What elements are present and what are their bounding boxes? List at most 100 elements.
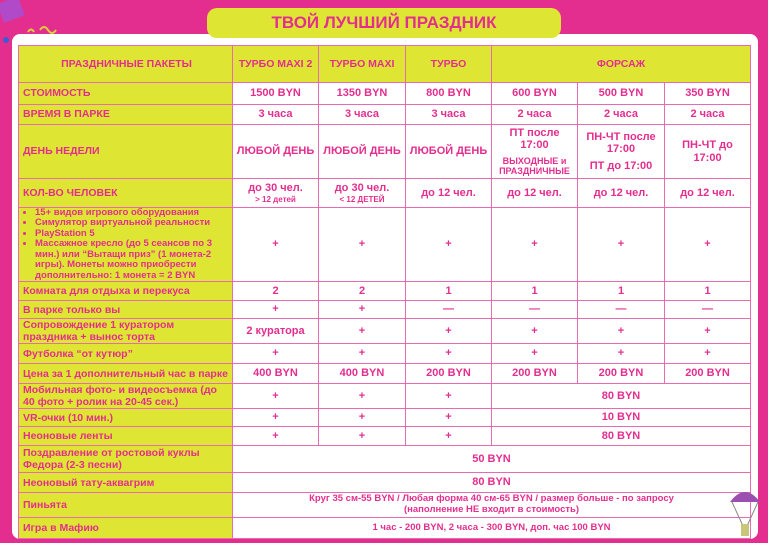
cell: +	[491, 318, 578, 345]
row-mafia: Игра в Мафию 1 час - 200 BYN, 2 часа - 3…	[18, 517, 752, 540]
cell: ПН-ЧТ до 17:00	[663, 124, 752, 179]
cell-main: ПН-ЧТ после 17:00	[586, 130, 656, 156]
cell: +	[577, 318, 665, 345]
row-neon: Неоновые ленты + + +80 BYN	[18, 426, 752, 447]
cell: +	[405, 426, 492, 447]
cell: 1	[663, 281, 752, 302]
cell: ЛЮБОЙ ДЕНЬ	[318, 124, 406, 179]
cell: +	[577, 206, 665, 283]
row-vr: VR-очки (10 мин.) + + +10 BYN	[18, 408, 752, 428]
cell: +	[318, 318, 406, 345]
cell: +	[577, 343, 665, 365]
feature-item: Массажное кресло (до 5 сеансов по 3 мин.…	[35, 239, 230, 281]
cell: ПН-ЧТ после 17:00 ПТ до 17:00	[577, 124, 665, 179]
cell: 800 BYN	[405, 82, 492, 105]
cell: 2 куратора	[232, 318, 319, 345]
cell: +	[318, 426, 406, 447]
cell: до 12 чел.	[577, 178, 665, 208]
row-label: VR-очки (10 мин.)	[18, 408, 233, 428]
cell: 3 часа	[318, 104, 406, 125]
col-turbo-maxi: ТУРБО MAXI	[318, 45, 406, 83]
cell: 80 BYN	[231, 472, 752, 494]
row-label: Комната для отдыха и перекуса	[18, 281, 233, 302]
cell: +	[405, 318, 492, 345]
row-features: 15+ видов игрового оборудования Симулято…	[18, 206, 752, 283]
cell: 400 BYN	[232, 363, 319, 385]
party-popper-decoration-icon	[0, 0, 57, 43]
cell: 200 BYN	[663, 363, 752, 385]
cell: ЛЮБОЙ ДЕНЬ	[405, 124, 492, 179]
cell: +	[405, 383, 492, 410]
cell-main: до 30 чел.	[334, 182, 390, 195]
col-turbo: ТУРБО	[405, 45, 492, 83]
cell: ПТ после 17:00 ВЫХОДНЫЕ и ПРАЗДНИЧНЫЕ	[491, 124, 578, 179]
row-label: Неоновые ленты	[18, 426, 233, 447]
row-label: Игра в Мафию	[18, 517, 233, 540]
row-label: ДЕНЬ НЕДЕЛИ	[18, 124, 233, 179]
row-extra-hour: Цена за 1 дополнительный час в парке 400…	[18, 363, 752, 385]
cell: +	[232, 206, 319, 283]
cell: +	[232, 300, 319, 320]
cell-main: Круг 35 см-55 BYN / Любая форма 40 см-65…	[309, 493, 674, 505]
cell-sub: < 12 ДЕТЕЙ	[339, 194, 385, 204]
price-table: ПРАЗДНИЧНЫЕ ПАКЕТЫ ТУРБО MAXI 2 ТУРБО MA…	[18, 45, 752, 540]
row-curator: Сопровождение 1 куратором праздника + вы…	[18, 318, 752, 345]
row-label: Мобильная фото- и видеосъемка (до 40 фот…	[18, 383, 233, 410]
row-tshirt: Футболка “от кутюр” + + + + + +	[18, 343, 752, 365]
cell-note: (наполнение НЕ входит в стоимость)	[403, 504, 580, 516]
cell: 600 BYN	[491, 82, 578, 105]
cell: 1350 BYN	[318, 82, 406, 105]
row-label: Сопровождение 1 куратором праздника + вы…	[18, 318, 233, 345]
cell: 1500 BYN	[232, 82, 319, 105]
row-label: В парке только вы	[18, 300, 233, 320]
cell: +	[318, 383, 406, 410]
cell: 2	[232, 281, 319, 302]
row-tattoo: Неоновый тату-аквагрим 80 BYN	[18, 472, 752, 494]
cell: до 30 чел. < 12 ДЕТЕЙ	[318, 178, 406, 208]
cell: 1	[577, 281, 665, 302]
cell: 350 BYN	[663, 82, 752, 105]
cell: до 12 чел.	[663, 178, 752, 208]
cell: 200 BYN	[491, 363, 578, 385]
row-alone: В парке только вы + + — — — —	[18, 300, 752, 320]
cell: 1	[491, 281, 578, 302]
cell-sub: ПТ до 17:00	[589, 159, 653, 172]
header-row: ПРАЗДНИЧНЫЕ ПАКЕТЫ ТУРБО MAXI 2 ТУРБО MA…	[18, 45, 752, 83]
row-doll: Поздравление от ростовой куклы Федора (2…	[18, 445, 752, 474]
cell: 1 час - 200 BYN, 2 часа - 300 BYN, доп. …	[231, 517, 752, 540]
parachute-gift-icon	[730, 492, 760, 536]
row-label: Футболка “от кутюр”	[18, 343, 233, 365]
header-label: ПРАЗДНИЧНЫЕ ПАКЕТЫ	[18, 45, 233, 83]
row-people: КОЛ-ВО ЧЕЛОВЕК до 30 чел. > 12 детей до 3…	[18, 178, 752, 208]
cell: 2 часа	[663, 104, 752, 125]
features-list: 15+ видов игрового оборудования Симулято…	[35, 207, 230, 281]
cell: +	[663, 206, 752, 283]
row-label: СТОИМОСТЬ	[18, 82, 233, 105]
cell: +	[405, 206, 492, 283]
cell: 3 часа	[405, 104, 492, 125]
row-label: Поздравление от ростовой куклы Федора (2…	[18, 445, 233, 474]
cell-sub: > 12 детей	[255, 194, 296, 204]
features-list-cell: 15+ видов игрового оборудования Симулято…	[18, 206, 233, 283]
cell: +	[232, 343, 319, 365]
cell: +	[318, 343, 406, 365]
cell: +	[232, 408, 319, 428]
cell: 1	[405, 281, 492, 302]
cell: 80 BYN	[490, 426, 752, 447]
cell: 2 часа	[491, 104, 578, 125]
cell: +	[318, 300, 406, 320]
cell: —	[405, 300, 492, 320]
cell: +	[491, 343, 578, 365]
cell: 200 BYN	[405, 363, 492, 385]
col-turbo-maxi-2: ТУРБО MAXI 2	[232, 45, 319, 83]
cell: +	[663, 318, 752, 345]
cell: +	[663, 343, 752, 365]
cell: +	[232, 426, 319, 447]
cell: 500 BYN	[577, 82, 665, 105]
cell: 10 BYN	[490, 408, 752, 428]
cell: +	[491, 206, 578, 283]
row-price: СТОИМОСТЬ 1500 BYN 1350 BYN 800 BYN 600 BYN…	[18, 82, 752, 105]
cell-main: до 30 чел.	[248, 182, 303, 195]
cell: +	[405, 408, 492, 428]
